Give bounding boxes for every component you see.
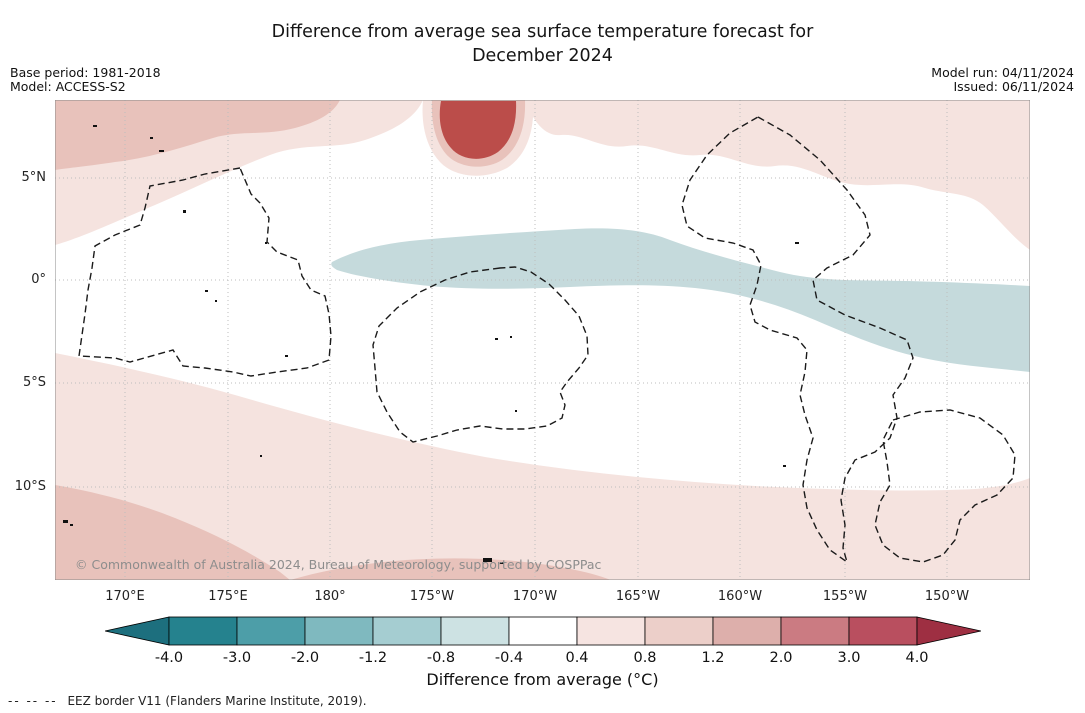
colorbar-ticks: -4.0 -3.0 -2.0 -1.2 -0.8 -0.4 0.4 0.8 1.… bbox=[155, 650, 929, 666]
colorbar-tick: 2.0 bbox=[769, 650, 792, 666]
colorbar-segment bbox=[168, 616, 238, 646]
ytick-10S: 10°S bbox=[14, 479, 46, 494]
colorbar-segment bbox=[712, 616, 782, 646]
colorbar-segment bbox=[440, 616, 510, 646]
xtick-150W: 150°W bbox=[924, 589, 970, 604]
warm-anomaly-blob-core bbox=[439, 101, 517, 159]
eez-footnote: -- -- -- EEZ border V11 (Flanders Marine… bbox=[8, 694, 367, 708]
eez-border-central bbox=[372, 266, 589, 443]
colorbar-tick: -1.2 bbox=[359, 650, 387, 666]
island-markers bbox=[63, 125, 799, 564]
eez-footnote-text: EEZ border V11 (Flanders Marine Institut… bbox=[67, 694, 367, 708]
xtick-175E: 175°E bbox=[208, 589, 248, 604]
colorbar-tick: -4.0 bbox=[155, 650, 183, 666]
cool-anomaly-band-equator bbox=[331, 228, 1030, 372]
warm-anomaly-region-south bbox=[55, 353, 1030, 580]
xtick-165W: 165°W bbox=[615, 589, 661, 604]
meta-base-period: Base period: 1981-2018 bbox=[10, 65, 161, 80]
colorbar-arrow-right bbox=[916, 616, 981, 646]
meta-model: Model: ACCESS-S2 bbox=[10, 79, 126, 94]
page-title-line2: December 2024 bbox=[472, 46, 613, 66]
colorbar-tick: -2.0 bbox=[291, 650, 319, 666]
colorbar-segment bbox=[780, 616, 850, 646]
colorbar-segment bbox=[236, 616, 306, 646]
colorbar-tick: 0.4 bbox=[565, 650, 588, 666]
map-copyright: © Commonwealth of Australia 2024, Bureau… bbox=[75, 557, 602, 572]
colorbar-tick: -3.0 bbox=[223, 650, 251, 666]
colorbar-tick: -0.4 bbox=[495, 650, 523, 666]
colorbar-segment bbox=[848, 616, 918, 646]
map-canvas bbox=[55, 100, 1030, 580]
colorbar-segment bbox=[644, 616, 714, 646]
warm-anomaly-region-northeast bbox=[525, 100, 1030, 250]
eez-border-southeast-lobe bbox=[874, 409, 1016, 563]
warm-anomaly-region-southwest-strong bbox=[55, 485, 290, 580]
colorbar-segment bbox=[304, 616, 374, 646]
eez-footnote-dashes: -- -- -- bbox=[8, 694, 58, 708]
xtick-170E: 170°E bbox=[105, 589, 145, 604]
colorbar-tick: 0.8 bbox=[633, 650, 656, 666]
xtick-170W: 170°W bbox=[512, 589, 558, 604]
colorbar-segment bbox=[372, 616, 442, 646]
ytick-5S: 5°S bbox=[22, 375, 46, 390]
colorbar-tick: 4.0 bbox=[905, 650, 928, 666]
page-title-line1: Difference from average sea surface temp… bbox=[271, 22, 814, 42]
warm-anomaly-strip-south-edge bbox=[290, 558, 611, 580]
ytick-5N: 5°N bbox=[21, 170, 47, 185]
colorbar-label: Difference from average (°C) bbox=[426, 670, 659, 689]
colorbar-tick: -0.8 bbox=[427, 650, 455, 666]
xtick-155W: 155°W bbox=[822, 589, 868, 604]
colorbar-segment bbox=[508, 616, 578, 646]
gridlines bbox=[55, 100, 1030, 580]
ytick-0: 0° bbox=[31, 272, 46, 287]
colorbar-tick: 1.2 bbox=[701, 650, 724, 666]
warm-anomaly-region-northwest-medium bbox=[55, 100, 340, 170]
xtick-160W: 160°W bbox=[717, 589, 763, 604]
colorbar-arrow-left bbox=[105, 616, 170, 646]
eez-border-west bbox=[78, 167, 332, 377]
colorbar-tick: 3.0 bbox=[837, 650, 860, 666]
xtick-180: 180° bbox=[314, 589, 346, 604]
meta-issued: Issued: 06/11/2024 bbox=[953, 79, 1075, 94]
eez-borders bbox=[78, 116, 1016, 564]
xtick-175W: 175°W bbox=[409, 589, 455, 604]
colorbar: -4.0 -3.0 -2.0 -1.2 -0.8 -0.4 0.4 0.8 1.… bbox=[105, 616, 981, 666]
meta-model-run: Model run: 04/11/2024 bbox=[931, 65, 1074, 80]
colorbar-segment bbox=[576, 616, 646, 646]
eez-border-east bbox=[681, 116, 914, 564]
